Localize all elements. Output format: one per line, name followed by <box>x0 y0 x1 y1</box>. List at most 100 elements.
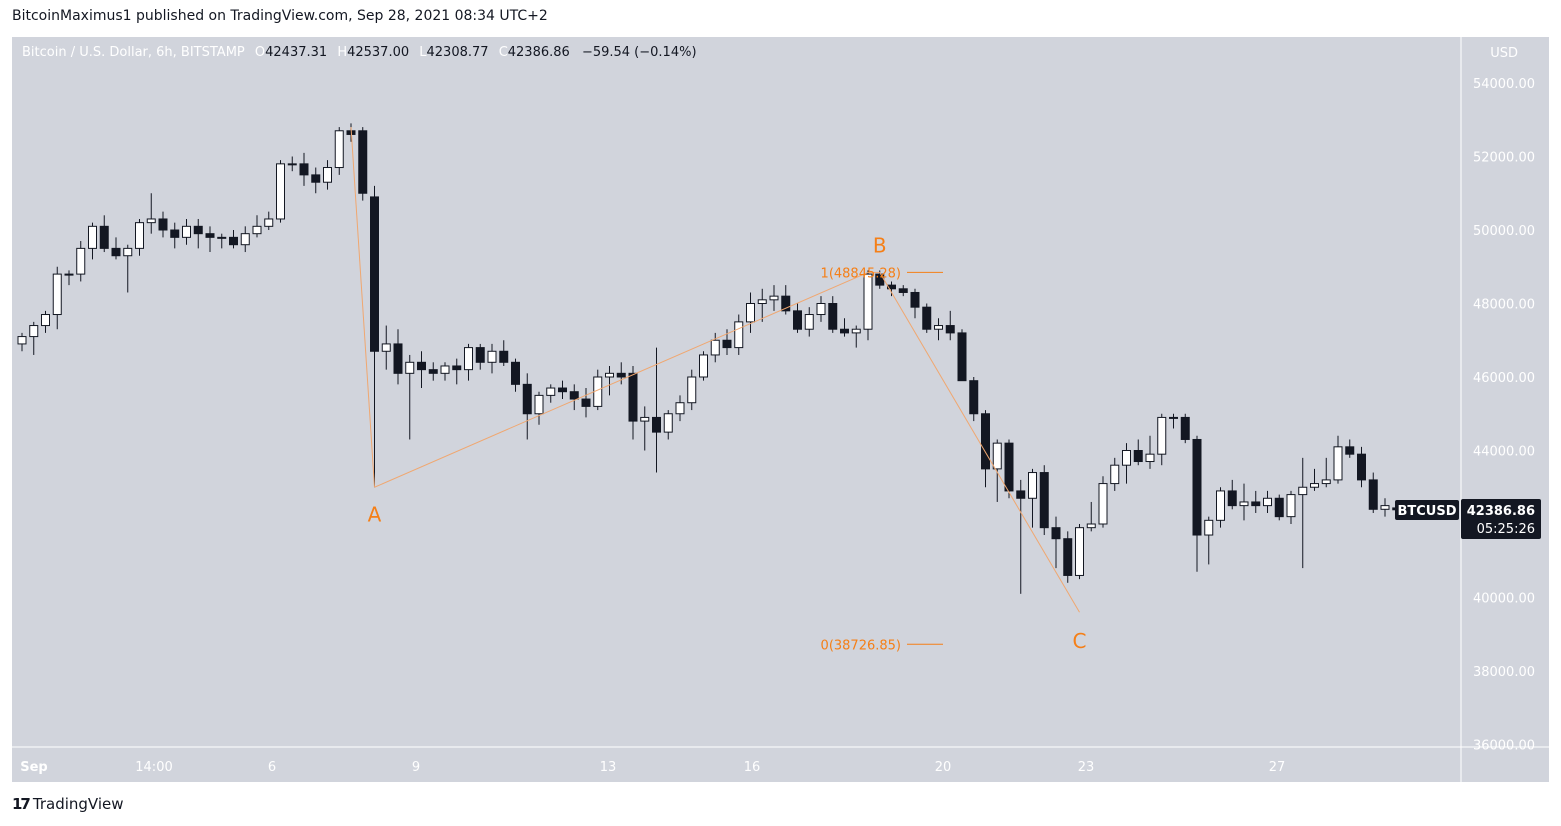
candle[interactable] <box>511 358 520 392</box>
candle[interactable] <box>111 237 121 260</box>
candle[interactable] <box>663 410 673 440</box>
candle[interactable] <box>1357 446 1366 488</box>
candle[interactable] <box>675 395 685 422</box>
candle[interactable] <box>992 439 1002 502</box>
candle[interactable] <box>734 314 744 355</box>
candle[interactable] <box>240 226 250 253</box>
candle[interactable] <box>1274 494 1284 521</box>
candle[interactable] <box>158 211 168 238</box>
candle[interactable] <box>1216 487 1225 528</box>
candle[interactable] <box>887 281 896 297</box>
candle[interactable] <box>170 222 180 249</box>
candle[interactable] <box>323 160 332 190</box>
candle[interactable] <box>440 362 450 381</box>
candle[interactable] <box>311 167 321 194</box>
candle[interactable] <box>41 310 50 333</box>
candle[interactable] <box>804 307 814 337</box>
candle[interactable] <box>464 343 473 381</box>
candle[interactable] <box>640 406 650 451</box>
candle[interactable] <box>99 215 109 253</box>
candle[interactable] <box>229 230 238 249</box>
candle[interactable] <box>793 303 802 333</box>
candle[interactable] <box>252 215 262 238</box>
candle[interactable] <box>934 318 943 341</box>
candle[interactable] <box>1263 490 1272 513</box>
candle[interactable] <box>628 365 638 440</box>
candle[interactable] <box>405 354 415 440</box>
candle[interactable] <box>1239 483 1249 521</box>
candle[interactable] <box>1098 476 1108 528</box>
candle[interactable] <box>1321 457 1331 488</box>
candle[interactable] <box>299 152 309 186</box>
fib-level-0[interactable]: 0(38726.85) <box>821 638 943 653</box>
candle[interactable] <box>581 388 591 418</box>
candle[interactable] <box>1310 468 1319 491</box>
candle[interactable] <box>1227 479 1237 510</box>
candle[interactable] <box>558 380 567 400</box>
candle[interactable] <box>1157 413 1167 466</box>
candle[interactable] <box>969 377 979 422</box>
candle[interactable] <box>135 218 144 256</box>
candle[interactable] <box>417 351 426 389</box>
candle[interactable] <box>1204 516 1214 565</box>
candle[interactable] <box>381 325 391 370</box>
candle[interactable] <box>146 193 156 234</box>
candle[interactable] <box>534 391 544 425</box>
candle[interactable] <box>370 185 379 488</box>
candle[interactable] <box>1133 439 1143 466</box>
candle[interactable] <box>757 288 767 322</box>
candle[interactable] <box>898 285 908 297</box>
candle[interactable] <box>1169 413 1178 429</box>
candle[interactable] <box>710 332 720 363</box>
fib-level-1[interactable]: 1(48845.28) <box>821 266 943 281</box>
candle[interactable] <box>687 369 697 411</box>
candle[interactable] <box>475 343 485 370</box>
candle[interactable] <box>52 266 62 330</box>
tradingview-brand[interactable]: 17 TradingView <box>12 795 124 813</box>
candle[interactable] <box>1251 490 1261 513</box>
candle[interactable] <box>358 127 368 201</box>
candle[interactable] <box>1380 498 1390 517</box>
candle[interactable] <box>1122 443 1131 484</box>
candle[interactable] <box>1110 457 1120 491</box>
candle[interactable] <box>1004 439 1014 499</box>
candle[interactable] <box>616 362 626 385</box>
candle[interactable] <box>1145 435 1155 469</box>
candle[interactable] <box>910 288 920 319</box>
candle[interactable] <box>851 325 861 348</box>
candle[interactable] <box>1075 524 1084 580</box>
candle[interactable] <box>522 373 532 440</box>
candle[interactable] <box>1345 439 1355 458</box>
candle[interactable] <box>569 384 579 411</box>
candle[interactable] <box>699 351 708 381</box>
candle[interactable] <box>863 270 873 341</box>
candle[interactable] <box>605 365 614 396</box>
candle[interactable] <box>1028 468 1037 528</box>
candle[interactable] <box>1192 435 1202 572</box>
candle[interactable] <box>1180 413 1190 444</box>
candle[interactable] <box>1333 435 1343 484</box>
candle[interactable] <box>922 303 932 333</box>
candle[interactable] <box>981 410 990 488</box>
candle[interactable] <box>334 127 344 175</box>
candle[interactable] <box>452 358 462 385</box>
candle[interactable] <box>193 218 203 249</box>
candle[interactable] <box>957 329 967 382</box>
candle[interactable] <box>393 329 403 385</box>
candle[interactable] <box>828 296 838 333</box>
chart-frame[interactable] <box>12 37 1549 782</box>
candle[interactable] <box>205 226 215 253</box>
candle[interactable] <box>816 296 826 322</box>
candle[interactable] <box>1286 490 1296 524</box>
candle[interactable] <box>29 321 39 355</box>
candle[interactable] <box>652 347 661 473</box>
candle[interactable] <box>1039 465 1049 536</box>
candle[interactable] <box>1063 531 1073 583</box>
candle[interactable] <box>264 211 274 230</box>
candle[interactable] <box>499 340 509 366</box>
candle[interactable] <box>945 310 955 341</box>
candle[interactable] <box>182 218 191 245</box>
candle[interactable] <box>840 318 849 337</box>
candle[interactable] <box>17 332 27 352</box>
